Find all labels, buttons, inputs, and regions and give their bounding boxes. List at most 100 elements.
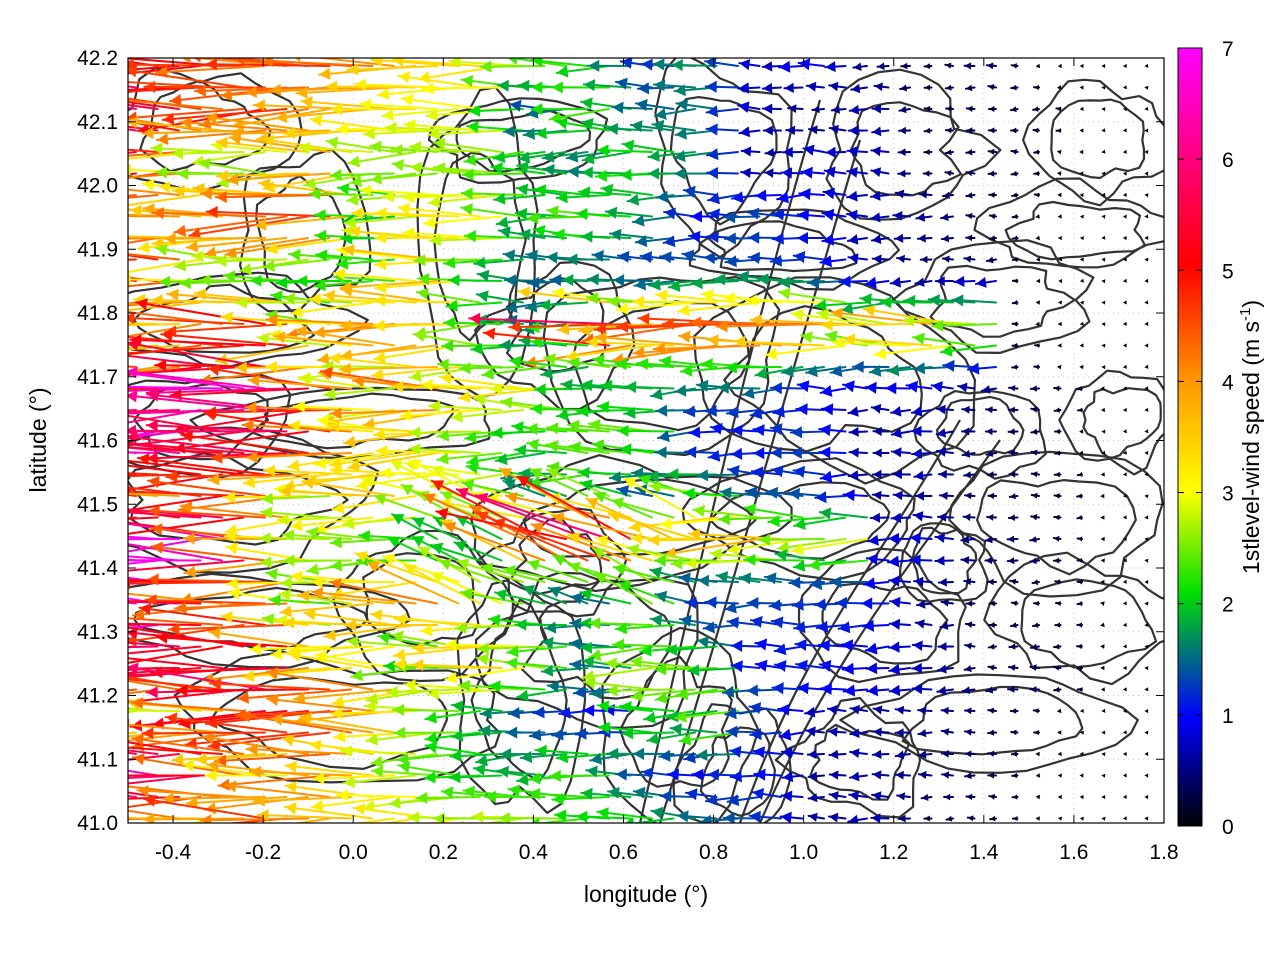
- wind-vector: [780, 365, 825, 378]
- colorbar: [1177, 47, 1203, 827]
- wind-vector: [960, 556, 976, 565]
- wind-vector: [502, 125, 546, 138]
- wind-vector: [175, 684, 309, 697]
- contour-line: [456, 579, 587, 814]
- wind-vector: [934, 555, 954, 566]
- wind-vector: [828, 770, 847, 780]
- wind-vector: [1122, 752, 1127, 757]
- wind-vector: [450, 409, 524, 423]
- wind-vector: [1122, 730, 1127, 735]
- wind-vector: [780, 167, 804, 179]
- wind-vector: [128, 555, 180, 562]
- wind-vector: [335, 123, 417, 136]
- wind-vector: [128, 344, 159, 350]
- wind-vector: [391, 380, 481, 393]
- wind-vector: [1035, 321, 1040, 327]
- wind-vector: [1079, 128, 1084, 133]
- wind-vector: [737, 101, 761, 113]
- wind-vector: [831, 336, 911, 349]
- wind-vector: [847, 470, 868, 481]
- contour-line: [128, 373, 292, 479]
- wind-vector: [961, 686, 976, 695]
- wind-vector: [665, 643, 718, 656]
- wind-vector: [870, 146, 890, 157]
- wind-vector: [128, 278, 137, 282]
- wind-vector: [871, 104, 890, 114]
- wind-vector: [1057, 236, 1062, 241]
- wind-vector: [623, 477, 696, 519]
- wind-vector: [941, 255, 954, 263]
- wind-vector: [936, 512, 954, 522]
- wind-vector: [283, 802, 374, 820]
- wind-vector: [793, 516, 847, 530]
- wind-vector: [1122, 579, 1127, 584]
- wind-vector: [939, 621, 954, 630]
- wind-vector: [150, 541, 266, 562]
- wind-vector: [610, 497, 675, 519]
- wind-vector: [840, 639, 868, 652]
- wind-vector: [1035, 794, 1041, 800]
- wind-vector: [773, 660, 804, 672]
- wind-vector: [963, 62, 976, 70]
- wind-vector: [830, 307, 933, 325]
- wind-vector: [849, 704, 868, 715]
- wind-vector: [965, 234, 976, 242]
- wind-vector: [896, 254, 911, 263]
- wind-vector: [614, 768, 653, 781]
- wind-vector: [1011, 794, 1019, 800]
- y-tick-label: 41.4: [77, 557, 118, 580]
- wind-vector: [1100, 601, 1105, 606]
- wind-vector: [876, 62, 890, 71]
- wind-vector: [1122, 214, 1127, 219]
- wind-vector: [234, 296, 309, 309]
- contour-line: [1058, 369, 1164, 476]
- wind-vector: [310, 796, 395, 812]
- wind-vector: [442, 256, 503, 269]
- wind-vector: [128, 600, 202, 605]
- y-tick-label: 42.1: [77, 111, 118, 134]
- contour-line: [948, 450, 1164, 598]
- wind-vector: [128, 151, 137, 154]
- wind-vector: [787, 104, 804, 113]
- wind-vector: [128, 194, 202, 207]
- wind-vector: [1011, 235, 1019, 241]
- wind-vector: [1010, 127, 1019, 134]
- wind-vector: [614, 622, 675, 635]
- wind-vector: [790, 538, 868, 556]
- wind-vector: [1034, 343, 1040, 348]
- wind-vector: [888, 684, 911, 696]
- wind-vector: [963, 471, 976, 479]
- wind-vector: [707, 449, 739, 462]
- wind-vector: [128, 58, 223, 67]
- wind-vector: [128, 237, 159, 244]
- wind-vector: [646, 731, 696, 745]
- wind-vector: [1079, 816, 1084, 821]
- wind-vector: [1076, 386, 1083, 392]
- wind-vector: [335, 789, 417, 802]
- wind-vector: [1101, 708, 1106, 713]
- wind-vector: [987, 127, 997, 134]
- wind-vector: [397, 761, 460, 777]
- wind-vector: [288, 650, 374, 669]
- wind-vector: [1029, 536, 1040, 543]
- wind-vector: [1144, 687, 1149, 692]
- wind-vector: [128, 116, 223, 132]
- wind-vector: [1079, 429, 1084, 434]
- wind-vector: [663, 207, 696, 220]
- wind-vector: [942, 359, 976, 372]
- wind-vector: [128, 430, 180, 439]
- wind-vector: [204, 58, 331, 71]
- wind-vector: [1077, 407, 1083, 413]
- wind-vector: [770, 465, 804, 478]
- wind-vector: [1122, 171, 1127, 176]
- wind-vector: [1053, 686, 1062, 693]
- wind-vector: [818, 446, 847, 459]
- wind-vector: [916, 234, 933, 243]
- wind-vector: [292, 688, 395, 705]
- wind-vector: [403, 119, 481, 132]
- wind-vector: [1144, 709, 1149, 714]
- wind-vector: [830, 105, 847, 114]
- colorbar-tick-label: 4: [1222, 371, 1234, 394]
- wind-vector: [142, 813, 245, 823]
- wind-vector: [828, 749, 847, 760]
